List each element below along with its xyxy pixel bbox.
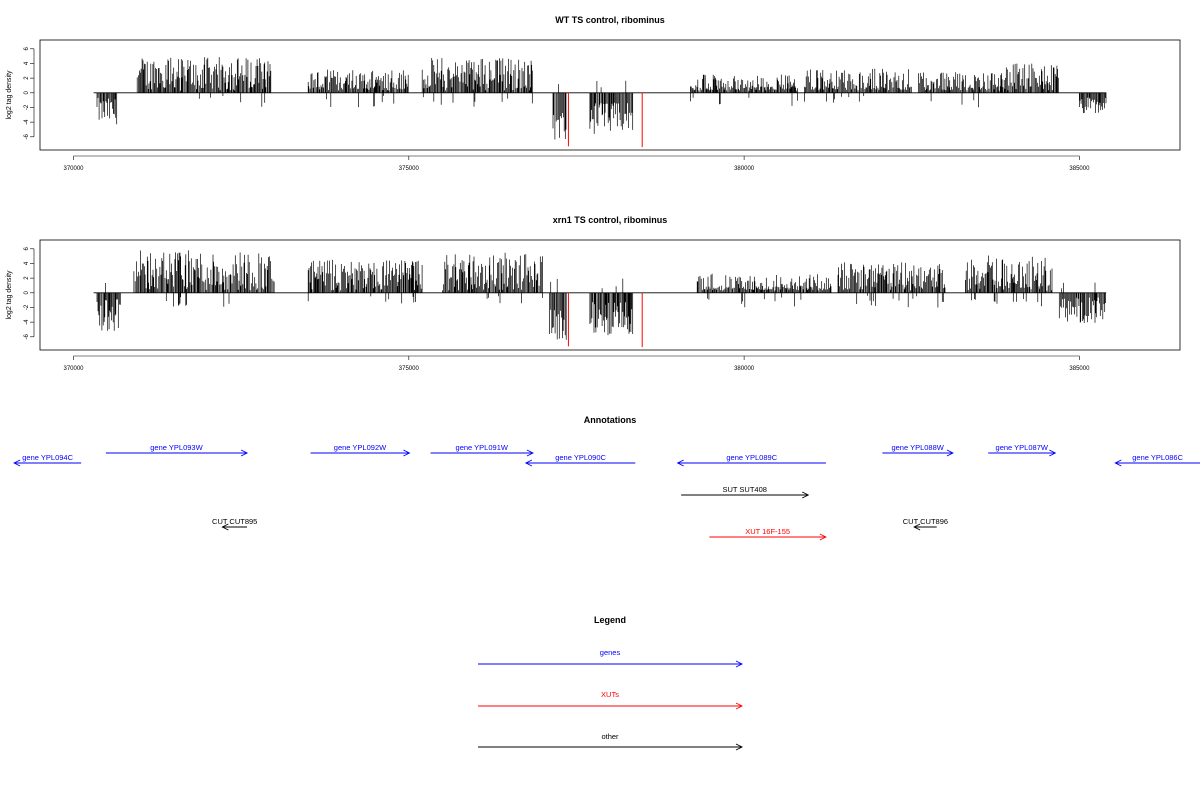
feature-cut-cut895: CUT CUT895 [212,517,257,531]
panel-title: WT TS control, ribominus [555,15,665,25]
y-tick-label: 0 [24,90,30,94]
x-tick-label: 380000 [734,166,755,172]
feature-sut-sut408: SUT SUT408 [681,485,810,499]
y-tick-label: 2 [24,76,30,80]
feature-xut-16f-155: XUT 16F-155 [709,527,827,541]
feature-label: gene YPL091W [456,443,509,452]
y-tick-label: 4 [24,61,30,65]
xrn1-coverage-panel: xrn1 TS control, ribominus log2 tag dens… [6,215,1181,372]
feature-arrow-head [946,449,954,457]
feature-arrow-head [913,523,921,531]
feature-arrow-head [524,459,533,467]
feature-arrow-head [403,449,411,457]
legend: Legend genes XUTs other [478,615,744,751]
x-tick-label: 375000 [399,166,420,172]
feature-label: gene YPL089C [726,453,777,462]
x-tick-label: 370000 [64,366,85,372]
feature-gene-ypl092w: gene YPL092W [310,443,411,457]
y-tick-label: -4 [24,319,30,325]
coverage-bars [93,250,1107,348]
feature-gene-ypl088w: gene YPL088W [882,443,954,457]
y-tick-label: -6 [24,133,30,139]
y-axis: -6 -4 -2 0 2 4 6 [24,246,35,339]
feature-arrow-head [240,449,249,457]
feature-label: SUT SUT408 [722,485,766,494]
feature-label: gene YPL090C [555,453,606,462]
feature-label: gene YPL088W [891,443,944,452]
legend-item-genes: genes [478,648,744,668]
feature-label: gene YPL092W [334,443,387,452]
feature-label: gene YPL087W [996,443,1049,452]
feature-gene-ypl089c: gene YPL089C [676,453,826,467]
coverage-bar-path [96,250,1106,340]
legend-label: other [601,732,619,741]
feature-arrow-head [1049,449,1057,457]
feature-label: XUT 16F-155 [745,527,790,536]
legend-label: genes [600,648,621,657]
y-tick-label: -6 [24,333,30,339]
feature-gene-ypl093w: gene YPL093W [105,443,249,457]
y-axis-label: log2 tag density [6,70,13,120]
y-tick-label: 4 [24,261,30,265]
legend-arrow-head [735,660,744,668]
y-tick-label: -2 [24,104,30,110]
feature-label: gene YPL093W [150,443,203,452]
x-axis: 370000 375000 380000 385000 [64,155,1090,172]
x-tick-label: 385000 [1069,166,1090,172]
feature-gene-ypl091w: gene YPL091W [430,443,534,457]
y-tick-label: 6 [24,246,30,250]
x-axis: 370000 375000 380000 385000 [64,355,1090,372]
legend-title: Legend [594,615,626,625]
feature-label: gene YPL086C [1132,453,1183,462]
feature-arrow-head [819,533,827,541]
plot-frame [39,239,1181,351]
legend-item-other: other [478,732,744,751]
feature-arrows: gene YPL094C gene YPL093W gene YPL092W gene… [13,443,1200,541]
feature-label: CUT CUT895 [212,517,257,526]
legend-item-xuts: XUTs [478,690,744,710]
plot-frame [39,39,1181,151]
feature-gene-ypl090c: gene YPL090C [524,453,636,467]
x-tick-label: 385000 [1069,366,1090,372]
x-tick-label: 370000 [64,166,85,172]
feature-gene-ypl094c: gene YPL094C [13,453,82,467]
legend-arrow-head [735,743,744,751]
y-tick-label: 0 [24,290,30,294]
y-tick-label: -4 [24,119,30,125]
feature-arrow-head [13,459,21,467]
wt-coverage-panel: WT TS control, ribominus log2 tag densit… [6,15,1181,172]
annotations-title: Annotations [584,415,637,425]
y-tick-label: -2 [24,304,30,310]
coverage-bar-path [96,57,1107,140]
feature-gene-ypl086c: gene YPL086C [1114,453,1200,467]
x-tick-label: 380000 [734,366,755,372]
feature-label: CUT CUT896 [903,517,948,526]
panel-title: xrn1 TS control, ribominus [553,215,668,225]
feature-cut-cut896: CUT CUT896 [903,517,948,531]
legend-arrow-head [735,702,744,710]
coverage-bars [93,57,1107,148]
y-axis-label: log2 tag density [6,270,13,320]
feature-arrow-head [676,459,684,467]
feature-arrow-head [802,491,810,499]
x-tick-label: 375000 [399,366,420,372]
y-tick-label: 6 [24,46,30,50]
feature-arrow-head [526,449,534,457]
feature-gene-ypl087w: gene YPL087W [988,443,1057,457]
y-tick-label: 2 [24,276,30,280]
legend-label: XUTs [601,690,619,699]
feature-label: gene YPL094C [22,453,73,462]
y-axis: -6 -4 -2 0 2 4 6 [24,46,35,139]
feature-arrow-head [221,523,229,531]
feature-arrow-head [1114,459,1122,467]
